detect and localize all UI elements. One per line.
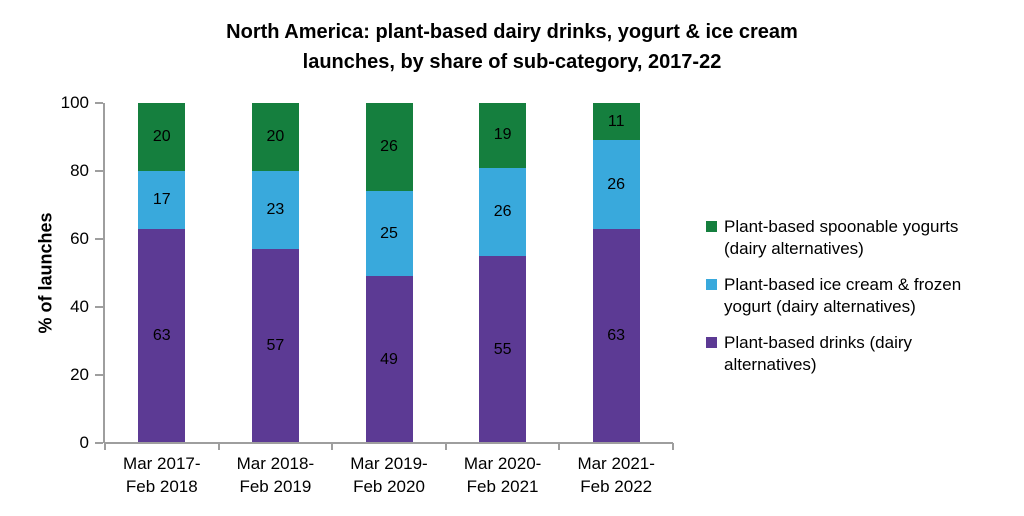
y-tick-label: 60 bbox=[70, 229, 89, 248]
bar-value-label: 26 bbox=[380, 138, 398, 156]
y-tick-mark bbox=[95, 442, 103, 444]
bar-segment bbox=[479, 103, 527, 168]
legend: Plant-based spoonable yogurts (dairy alt… bbox=[706, 216, 1012, 390]
bar-value-label: 20 bbox=[152, 128, 171, 145]
bar-segment bbox=[365, 103, 413, 192]
x-tick-mark bbox=[558, 443, 561, 450]
bar-value-label: 63 bbox=[152, 326, 171, 344]
y-tick-mark bbox=[95, 238, 103, 240]
bar-value-label: 11 bbox=[607, 112, 625, 130]
legend-label: Plant-based ice cream & frozen yogurt (d… bbox=[724, 275, 962, 316]
x-tick-mark bbox=[104, 443, 106, 450]
x-tick-mark bbox=[672, 443, 674, 450]
x-category-label: Mar 2018- Feb 2019 bbox=[236, 454, 315, 496]
bar-segment bbox=[479, 256, 527, 443]
y-tick-mark bbox=[95, 306, 103, 308]
legend-item: Plant-based ice cream & frozen yogurt (d… bbox=[706, 274, 1012, 318]
x-category-label: Mar 2019- Feb 2020 bbox=[350, 454, 428, 496]
bar-value-label: 20 bbox=[266, 128, 285, 145]
x-tick-mark bbox=[444, 443, 447, 450]
bar-value-label: 17 bbox=[152, 190, 171, 208]
bar-value-label: 19 bbox=[493, 126, 512, 144]
legend-swatch bbox=[706, 221, 717, 232]
x-tick-mark bbox=[217, 443, 220, 450]
bar-segment bbox=[251, 103, 299, 171]
bar-value-label: 55 bbox=[493, 340, 512, 358]
bar-segment bbox=[592, 140, 640, 229]
legend-swatch bbox=[706, 279, 717, 290]
bar-segment bbox=[592, 228, 640, 443]
bar-segment bbox=[138, 171, 186, 229]
bar-segment bbox=[251, 249, 299, 443]
legend-label: Plant-based spoonable yogurts (dairy alt… bbox=[724, 217, 959, 258]
y-tick-label: 0 bbox=[79, 433, 89, 452]
y-tick-mark bbox=[95, 374, 103, 376]
legend-swatch bbox=[706, 337, 717, 348]
bar-segment bbox=[365, 276, 413, 443]
x-category-label: Mar 2021- Feb 2022 bbox=[577, 454, 655, 496]
bar-value-label: 26 bbox=[493, 202, 512, 220]
legend-item: Plant-based spoonable yogurts (dairy alt… bbox=[706, 216, 1012, 260]
bar-value-label: 26 bbox=[607, 175, 626, 193]
y-tick-mark bbox=[95, 170, 103, 172]
bar-segment bbox=[251, 171, 299, 250]
chart-title: North America: plant-based dairy drinks,… bbox=[226, 21, 798, 73]
bar-segment bbox=[138, 103, 186, 171]
legend-item: Plant-based drinks (dairy alternatives) bbox=[706, 332, 1012, 376]
y-axis-line bbox=[103, 103, 105, 443]
y-tick-label: 20 bbox=[70, 365, 89, 384]
y-tick-label: 100 bbox=[60, 93, 89, 112]
bar-segment bbox=[365, 191, 413, 277]
x-tick-mark bbox=[331, 443, 334, 450]
bar-value-label: 49 bbox=[380, 350, 398, 368]
bar-value-label: 25 bbox=[380, 224, 398, 242]
y-tick-label: 80 bbox=[70, 161, 89, 180]
bar-segment bbox=[592, 103, 640, 141]
bar-value-label: 23 bbox=[266, 201, 285, 219]
bar-segment bbox=[138, 228, 186, 443]
x-category-label: Mar 2017- Feb 2018 bbox=[123, 454, 201, 496]
y-tick-label: 40 bbox=[70, 297, 89, 316]
bar-value-label: 57 bbox=[266, 337, 285, 355]
bar-value-label: 63 bbox=[607, 326, 626, 344]
x-category-label: Mar 2020- Feb 2021 bbox=[463, 454, 542, 496]
bar-segment bbox=[479, 167, 527, 256]
legend-label: Plant-based drinks (dairy alternatives) bbox=[724, 333, 913, 374]
x-axis-line bbox=[105, 442, 673, 444]
y-tick-mark bbox=[95, 102, 103, 104]
